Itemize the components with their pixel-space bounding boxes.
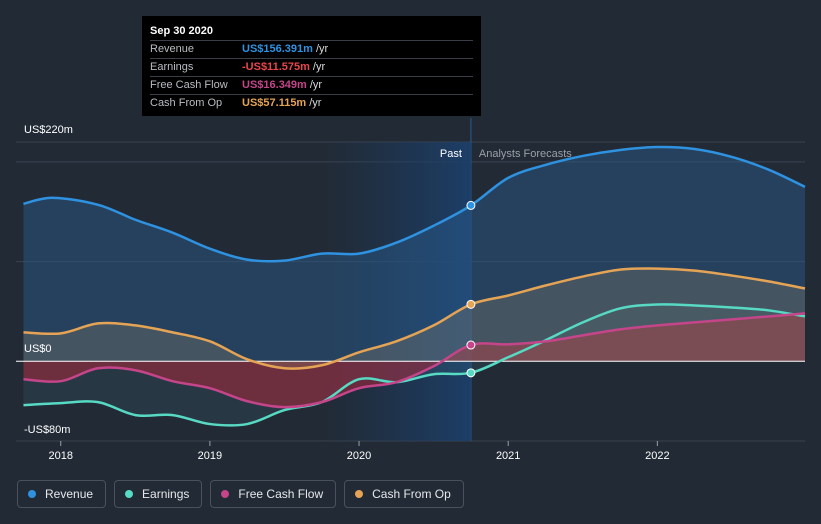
tooltip-label: Cash From Op — [150, 97, 223, 109]
tooltip-value: US$16.349m — [242, 79, 307, 91]
x-tick-label: 2021 — [496, 450, 520, 462]
series-areas — [23, 146, 806, 426]
tooltip-row-revenue: Revenue US$156.391m /yr — [150, 40, 473, 58]
tooltip-row-earnings: Earnings -US$11.575m /yr — [150, 58, 473, 76]
x-tick-label: 2019 — [198, 450, 222, 462]
earnings-marker — [466, 368, 476, 378]
tooltip-label: Revenue — [150, 43, 195, 55]
tooltip-label: Free Cash Flow — [150, 79, 228, 91]
tooltip-label: Earnings — [150, 61, 194, 73]
tooltip-value: US$57.115m — [242, 97, 307, 109]
legend-label: Earnings — [142, 487, 190, 501]
x-axis: 2018 2019 2020 2021 2022 — [49, 441, 670, 462]
tooltip-row-free-cash-flow: Free Cash Flow US$16.349m /yr — [150, 76, 473, 94]
tooltip-unit: /yr — [309, 79, 323, 91]
tooltip-unit: /yr — [309, 97, 322, 109]
x-tick-label: 2020 — [347, 450, 371, 462]
tooltip-row-cash-from-op: Cash From Op US$57.115m /yr — [150, 94, 473, 112]
analysts-forecasts-label: Analysts Forecasts — [479, 148, 572, 160]
tooltip-value: US$156.391m — [242, 43, 313, 55]
revenue-marker — [466, 200, 476, 210]
cash-from-op-dot-icon — [355, 490, 364, 498]
legend-label: Free Cash Flow — [238, 487, 324, 501]
x-tick-label: 2018 — [49, 450, 73, 462]
past-label: Past — [440, 148, 462, 160]
x-tick-label: 2022 — [645, 450, 669, 462]
revenue-line — [23, 145, 806, 263]
cash-from-op-area — [23, 268, 806, 369]
data-tooltip: Sep 30 2020 Revenue US$156.391m /yr Earn… — [142, 16, 481, 116]
legend-free-cash-flow[interactable]: Free Cash Flow — [210, 480, 337, 508]
y-axis-label-bottom: -US$80m — [24, 424, 70, 436]
series-markers — [466, 200, 476, 378]
tooltip-value: -US$11.575m — [242, 61, 310, 73]
financials-chart: US$220m US$0 -US$80m Past Analysts Forec… — [16, 118, 806, 462]
tooltip-unit: /yr — [315, 43, 329, 55]
chart-legend: Revenue Earnings Free Cash Flow Cash Fro… — [17, 480, 464, 508]
tooltip-unit: /yr — [312, 61, 326, 73]
earnings-dot-icon — [125, 490, 134, 498]
revenue-dot-icon — [28, 490, 36, 498]
legend-earnings[interactable]: Earnings — [114, 480, 203, 508]
earnings-line — [23, 303, 806, 427]
tooltip-date: Sep 30 2020 — [150, 25, 213, 37]
cash-from-op-line — [23, 267, 806, 370]
legend-revenue[interactable]: Revenue — [17, 480, 107, 508]
free-cash-flow-dot-icon — [221, 490, 230, 498]
legend-label: Cash From Op — [372, 487, 451, 501]
free-cash-flow-line — [23, 312, 806, 409]
legend-label: Revenue — [45, 487, 94, 501]
revenue-area — [23, 146, 806, 362]
free-cash-flow-marker — [466, 340, 476, 350]
y-axis-label-zero: US$0 — [24, 343, 52, 355]
cash-from-op-marker — [466, 299, 476, 309]
free-cash-flow-area — [23, 313, 806, 408]
legend-cash-from-op[interactable]: Cash From Op — [344, 480, 464, 508]
series-lines — [23, 145, 806, 427]
y-axis-label-top: US$220m — [24, 124, 73, 136]
